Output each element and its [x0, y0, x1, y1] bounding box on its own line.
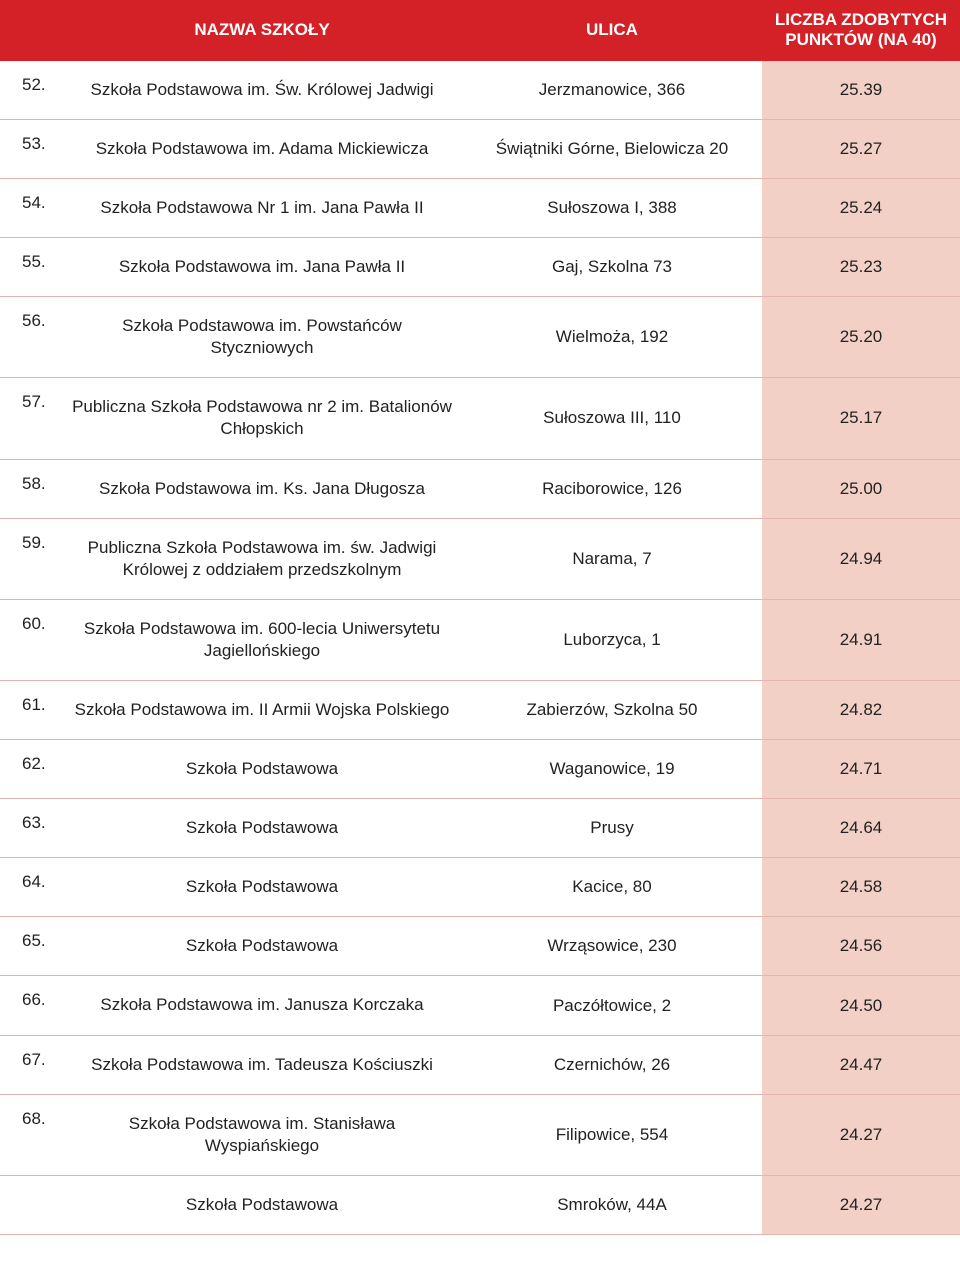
rank-cell: 61. — [0, 681, 62, 740]
school-name-cell: Szkoła Podstawowa im. Jana Pawła II — [62, 238, 462, 297]
score-cell: 25.23 — [762, 238, 960, 297]
address-cell: Gaj, Szkolna 73 — [462, 238, 762, 297]
score-cell: 24.27 — [762, 1175, 960, 1234]
table-row: 64.Szkoła PodstawowaKacice, 8024.58 — [0, 858, 960, 917]
header-name: NAZWA SZKOŁY — [62, 0, 462, 61]
table-row: 62.Szkoła PodstawowaWaganowice, 1924.71 — [0, 740, 960, 799]
school-name-cell: Szkoła Podstawowa — [62, 858, 462, 917]
score-cell: 24.58 — [762, 858, 960, 917]
school-name-cell: Szkoła Podstawowa — [62, 917, 462, 976]
address-cell: Waganowice, 19 — [462, 740, 762, 799]
score-cell: 25.20 — [762, 297, 960, 378]
address-cell: Smroków, 44A — [462, 1175, 762, 1234]
address-cell: Luborzyca, 1 — [462, 599, 762, 680]
rank-cell: 52. — [0, 61, 62, 120]
school-name-cell: Szkoła Podstawowa Nr 1 im. Jana Pawła II — [62, 178, 462, 237]
school-name-cell: Szkoła Podstawowa im. Adama Mickiewicza — [62, 119, 462, 178]
score-cell: 24.64 — [762, 799, 960, 858]
address-cell: Wielmoża, 192 — [462, 297, 762, 378]
header-rank — [0, 0, 62, 61]
table-row: 53.Szkoła Podstawowa im. Adama Mickiewic… — [0, 119, 960, 178]
table-row: Szkoła PodstawowaSmroków, 44A24.27 — [0, 1175, 960, 1234]
school-name-cell: Szkoła Podstawowa im. Janusza Korczaka — [62, 976, 462, 1035]
table-row: 57.Publiczna Szkoła Podstawowa nr 2 im. … — [0, 378, 960, 459]
rank-cell: 60. — [0, 599, 62, 680]
school-name-cell: Szkoła Podstawowa im. Św. Królowej Jadwi… — [62, 61, 462, 120]
school-name-cell: Szkoła Podstawowa im. Powstańców Styczni… — [62, 297, 462, 378]
rank-cell: 63. — [0, 799, 62, 858]
table-row: 52.Szkoła Podstawowa im. Św. Królowej Ja… — [0, 61, 960, 120]
rank-cell: 59. — [0, 518, 62, 599]
table-row: 68.Szkoła Podstawowa im. Stanisława Wysp… — [0, 1094, 960, 1175]
school-name-cell: Szkoła Podstawowa im. Tadeusza Kościuszk… — [62, 1035, 462, 1094]
school-name-cell: Szkoła Podstawowa im. Ks. Jana Długosza — [62, 459, 462, 518]
table-row: 55.Szkoła Podstawowa im. Jana Pawła IIGa… — [0, 238, 960, 297]
table-row: 65.Szkoła PodstawowaWrząsowice, 23024.56 — [0, 917, 960, 976]
rank-cell: 64. — [0, 858, 62, 917]
table-row: 60.Szkoła Podstawowa im. 600-lecia Uniwe… — [0, 599, 960, 680]
header-address: ULICA — [462, 0, 762, 61]
score-cell: 24.50 — [762, 976, 960, 1035]
rank-cell: 54. — [0, 178, 62, 237]
table-header: NAZWA SZKOŁY ULICA LICZBA ZDOBYTYCH PUNK… — [0, 0, 960, 61]
address-cell: Sułoszowa I, 388 — [462, 178, 762, 237]
table-row: 54.Szkoła Podstawowa Nr 1 im. Jana Pawła… — [0, 178, 960, 237]
address-cell: Prusy — [462, 799, 762, 858]
rank-cell: 58. — [0, 459, 62, 518]
rank-cell: 55. — [0, 238, 62, 297]
school-name-cell: Szkoła Podstawowa — [62, 1175, 462, 1234]
table-row: 56.Szkoła Podstawowa im. Powstańców Styc… — [0, 297, 960, 378]
address-cell: Paczółtowice, 2 — [462, 976, 762, 1035]
score-cell: 24.71 — [762, 740, 960, 799]
rank-cell — [0, 1175, 62, 1234]
rank-cell: 67. — [0, 1035, 62, 1094]
rank-cell: 57. — [0, 378, 62, 459]
address-cell: Sułoszowa III, 110 — [462, 378, 762, 459]
score-cell: 25.24 — [762, 178, 960, 237]
address-cell: Wrząsowice, 230 — [462, 917, 762, 976]
rank-cell: 68. — [0, 1094, 62, 1175]
rank-cell: 65. — [0, 917, 62, 976]
rank-cell: 66. — [0, 976, 62, 1035]
score-cell: 24.94 — [762, 518, 960, 599]
table-row: 67.Szkoła Podstawowa im. Tadeusza Kościu… — [0, 1035, 960, 1094]
score-cell: 24.56 — [762, 917, 960, 976]
score-cell: 25.17 — [762, 378, 960, 459]
address-cell: Jerzmanowice, 366 — [462, 61, 762, 120]
address-cell: Czernichów, 26 — [462, 1035, 762, 1094]
rank-cell: 62. — [0, 740, 62, 799]
address-cell: Zabierzów, Szkolna 50 — [462, 681, 762, 740]
rank-cell: 56. — [0, 297, 62, 378]
table-row: 66.Szkoła Podstawowa im. Janusza Korczak… — [0, 976, 960, 1035]
school-ranking-table: NAZWA SZKOŁY ULICA LICZBA ZDOBYTYCH PUNK… — [0, 0, 960, 1235]
address-cell: Raciborowice, 126 — [462, 459, 762, 518]
table-body: 52.Szkoła Podstawowa im. Św. Królowej Ja… — [0, 61, 960, 1235]
address-cell: Narama, 7 — [462, 518, 762, 599]
score-cell: 24.47 — [762, 1035, 960, 1094]
address-cell: Filipowice, 554 — [462, 1094, 762, 1175]
school-name-cell: Szkoła Podstawowa — [62, 740, 462, 799]
school-name-cell: Publiczna Szkoła Podstawowa nr 2 im. Bat… — [62, 378, 462, 459]
school-name-cell: Publiczna Szkoła Podstawowa im. św. Jadw… — [62, 518, 462, 599]
address-cell: Świątniki Górne, Bielowicza 20 — [462, 119, 762, 178]
table-row: 61.Szkoła Podstawowa im. II Armii Wojska… — [0, 681, 960, 740]
table-row: 59.Publiczna Szkoła Podstawowa im. św. J… — [0, 518, 960, 599]
score-cell: 25.39 — [762, 61, 960, 120]
rank-cell: 53. — [0, 119, 62, 178]
school-name-cell: Szkoła Podstawowa im. 600-lecia Uniwersy… — [62, 599, 462, 680]
table-row: 58.Szkoła Podstawowa im. Ks. Jana Długos… — [0, 459, 960, 518]
score-cell: 24.27 — [762, 1094, 960, 1175]
school-name-cell: Szkoła Podstawowa im. II Armii Wojska Po… — [62, 681, 462, 740]
school-name-cell: Szkoła Podstawowa im. Stanisława Wyspiań… — [62, 1094, 462, 1175]
address-cell: Kacice, 80 — [462, 858, 762, 917]
school-name-cell: Szkoła Podstawowa — [62, 799, 462, 858]
score-cell: 25.27 — [762, 119, 960, 178]
score-cell: 25.00 — [762, 459, 960, 518]
header-score: LICZBA ZDOBYTYCH PUNKTÓW (NA 40) — [762, 0, 960, 61]
score-cell: 24.82 — [762, 681, 960, 740]
table-row: 63.Szkoła PodstawowaPrusy24.64 — [0, 799, 960, 858]
score-cell: 24.91 — [762, 599, 960, 680]
